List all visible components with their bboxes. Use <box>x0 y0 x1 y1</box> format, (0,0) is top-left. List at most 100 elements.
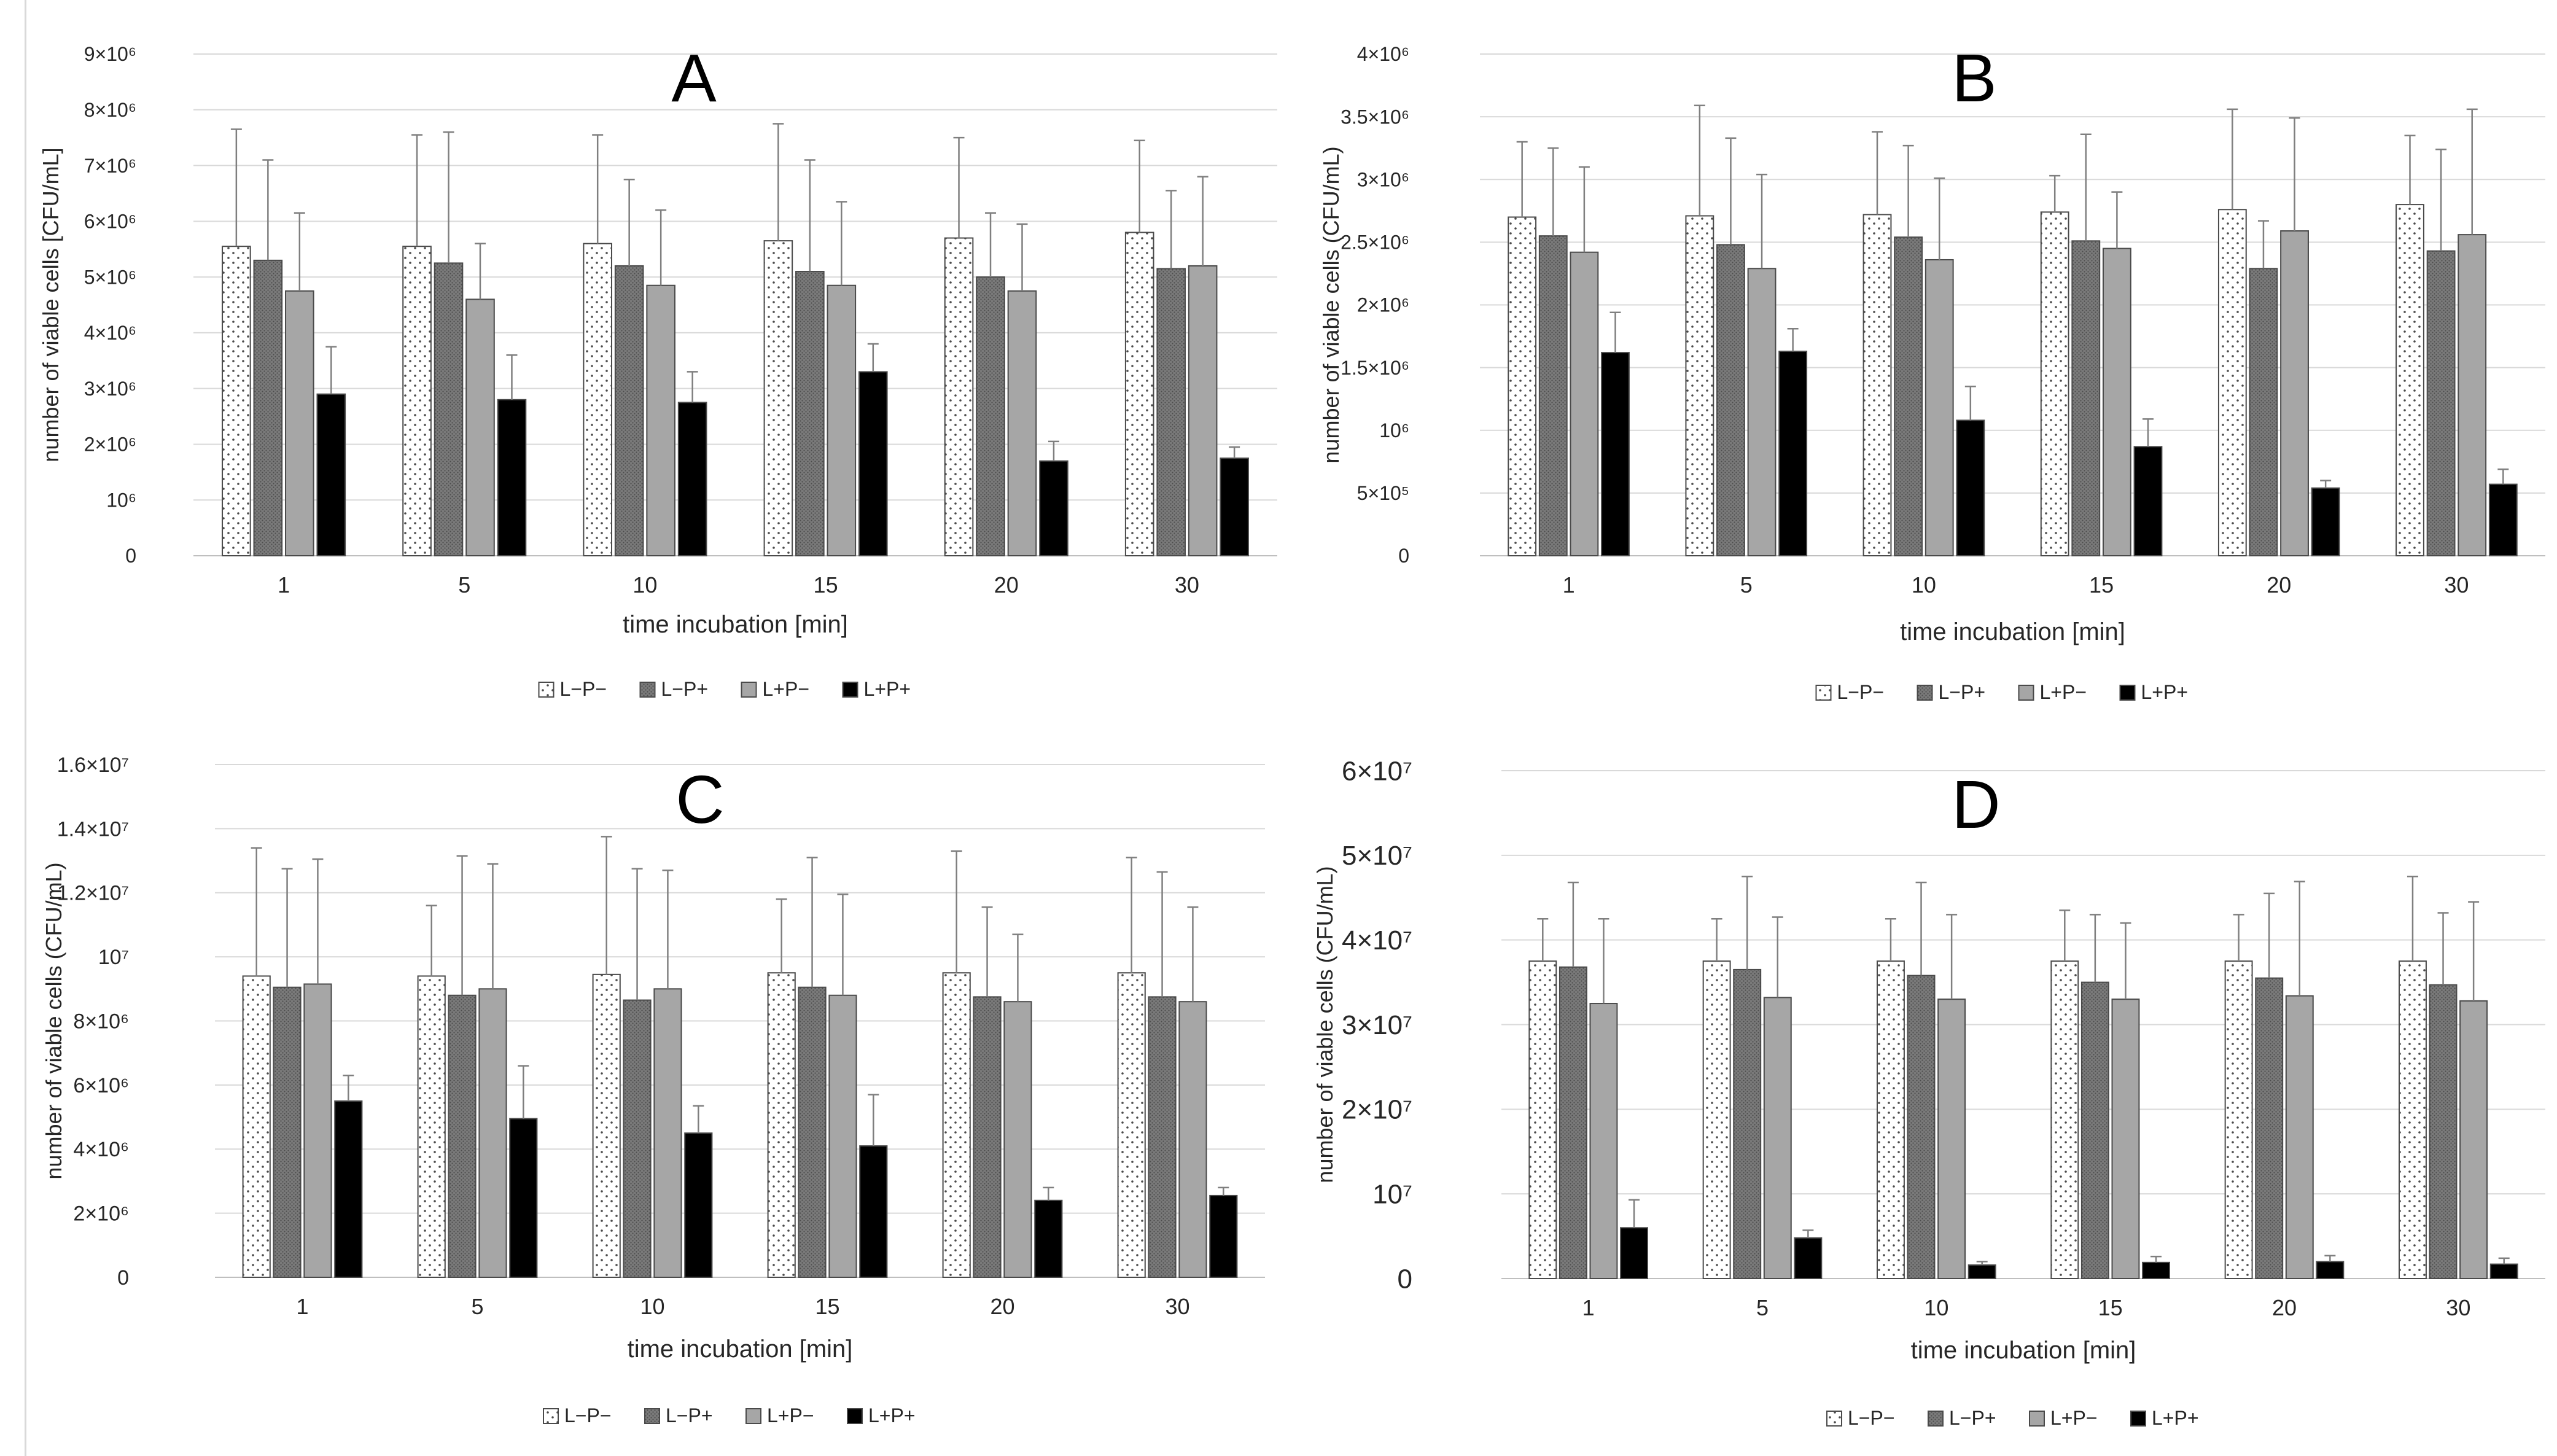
y-tick-label: 7×10⁶ <box>84 155 136 177</box>
chart-panel-a: 0 10⁶ 2×10⁶ 3×10⁶ 4×10⁶ 5×10⁶ 6×10⁶ 7×10⁶ 8×10⁶ 9… <box>38 41 1277 700</box>
bar <box>242 975 271 1278</box>
y-axis-label: number of viable cells (CFU/mL) <box>1312 866 1337 1183</box>
bar <box>2426 250 2456 556</box>
x-tick-label: 20 <box>994 572 1019 598</box>
legend-label: L+P− <box>767 1404 814 1427</box>
x-tick-label: 1 <box>1582 1295 1595 1320</box>
y-tick-label: 6×10⁶ <box>73 1074 129 1097</box>
y-tick-label: 2×10⁶ <box>1357 294 1409 316</box>
bar <box>2050 960 2079 1279</box>
y-tick-label: 3×10⁷ <box>1342 1010 1412 1040</box>
bar <box>1508 216 1537 556</box>
legend-swatch <box>847 1408 863 1424</box>
legend-label: L−P+ <box>1949 1407 1996 1429</box>
x-tick-label: 30 <box>2444 572 2469 598</box>
y-tick-label: 10⁷ <box>1372 1180 1412 1210</box>
x-tick-label: 1 <box>278 572 290 598</box>
bar <box>478 988 507 1278</box>
chart-panel-b: 0 5×10⁵ 10⁶ 1.5×10⁶ 2×10⁶ 2.5×10⁶ 3×10⁶ 3.5×10⁶… <box>1318 41 2545 703</box>
figure-left-rule <box>25 0 26 1456</box>
bar <box>684 1132 713 1278</box>
bar <box>2224 960 2253 1279</box>
bar <box>497 399 527 556</box>
bar <box>1570 251 1599 556</box>
x-axis-label: time incubation [min] <box>1900 618 2125 645</box>
y-tick-label: 1.6×10⁷ <box>57 753 129 777</box>
x-tick-label: 5 <box>471 1294 483 1319</box>
x-axis-label: time incubation [min] <box>628 1336 853 1363</box>
y-axis-label: number of viable cells (CFU/mL) <box>1318 146 1344 463</box>
panel-letter: C <box>675 762 724 838</box>
bar <box>2142 1261 2170 1280</box>
bar <box>2111 999 2140 1280</box>
x-tick-label: 5 <box>1756 1295 1769 1320</box>
y-tick-label: 8×10⁶ <box>73 1010 129 1033</box>
bar <box>253 259 283 556</box>
bar <box>1148 996 1177 1278</box>
bar <box>1528 960 1557 1279</box>
bar <box>1894 236 1923 556</box>
bar <box>653 988 682 1278</box>
y-tick-label: 5×10⁷ <box>1342 841 1412 871</box>
bar <box>2040 211 2069 557</box>
bar <box>583 243 612 556</box>
legend-label: L−P− <box>1837 681 1885 703</box>
y-tick-label: 1.4×10⁷ <box>57 817 129 841</box>
bar <box>285 290 314 556</box>
bar <box>2255 977 2284 1279</box>
y-tick-label: 0 <box>1398 1264 1412 1294</box>
bar <box>2217 209 2247 556</box>
bar <box>592 973 621 1278</box>
bar <box>1538 235 1568 557</box>
bar <box>2071 240 2101 556</box>
bar <box>2080 981 2109 1280</box>
bar <box>677 402 707 556</box>
legend-label: L−P+ <box>666 1404 713 1427</box>
bar <box>1937 999 1966 1280</box>
y-tick-label: 4×10⁶ <box>84 322 136 344</box>
bar <box>646 284 675 556</box>
panel-letter: D <box>1952 767 2000 843</box>
legend-swatch <box>2029 1411 2045 1427</box>
bar <box>2311 487 2340 557</box>
x-tick-label: 15 <box>2089 572 2114 598</box>
x-tick-label: 15 <box>2098 1295 2123 1320</box>
legend-swatch <box>745 1408 761 1424</box>
bar <box>1589 1003 1618 1279</box>
x-axis-label: time incubation [min] <box>1911 1337 2136 1364</box>
x-tick-label: 5 <box>1740 572 1753 598</box>
legend-swatch <box>1917 685 1933 701</box>
x-tick-label: 1 <box>1563 572 1575 598</box>
bar <box>334 1100 363 1278</box>
y-tick-label: 6×10⁷ <box>1342 756 1412 786</box>
x-tick-label: 10 <box>1924 1295 1948 1320</box>
y-tick-label: 10⁶ <box>106 489 136 511</box>
legend-swatch <box>1815 685 1832 701</box>
x-axis-label: time incubation [min] <box>623 611 848 638</box>
legend-label: L+P− <box>763 678 810 700</box>
chart-panel-c: 0 2×10⁶ 4×10⁶ 6×10⁶ 8×10⁶ 10⁷ 1.2×10⁷ 1.4×10⁷ 1.… <box>41 753 1265 1427</box>
legend-label: L−P− <box>560 678 607 700</box>
legend-swatch <box>538 682 555 698</box>
legend-label: L−P− <box>1848 1407 1895 1429</box>
bar <box>465 298 495 556</box>
panel-letter: B <box>1952 41 1996 116</box>
bar <box>434 262 464 556</box>
bar <box>2488 483 2518 557</box>
bar <box>1862 214 1892 556</box>
legend-swatch <box>842 682 858 698</box>
y-tick-label: 6×10⁶ <box>84 211 136 233</box>
y-tick-label: 2×10⁷ <box>1342 1095 1412 1125</box>
bar <box>1907 975 1936 1279</box>
x-tick-label: 5 <box>458 572 470 598</box>
y-tick-label: 10⁶ <box>1379 419 1409 442</box>
bar <box>2102 247 2131 556</box>
x-tick-label: 10 <box>1912 572 1936 598</box>
y-tick-label: 2×10⁶ <box>84 434 136 456</box>
bar <box>1559 966 1587 1279</box>
legend-swatch <box>1826 1411 1842 1427</box>
bar <box>767 972 796 1278</box>
bar <box>1007 290 1037 556</box>
bar <box>1156 268 1186 556</box>
legend-label: L+P+ <box>864 678 911 700</box>
